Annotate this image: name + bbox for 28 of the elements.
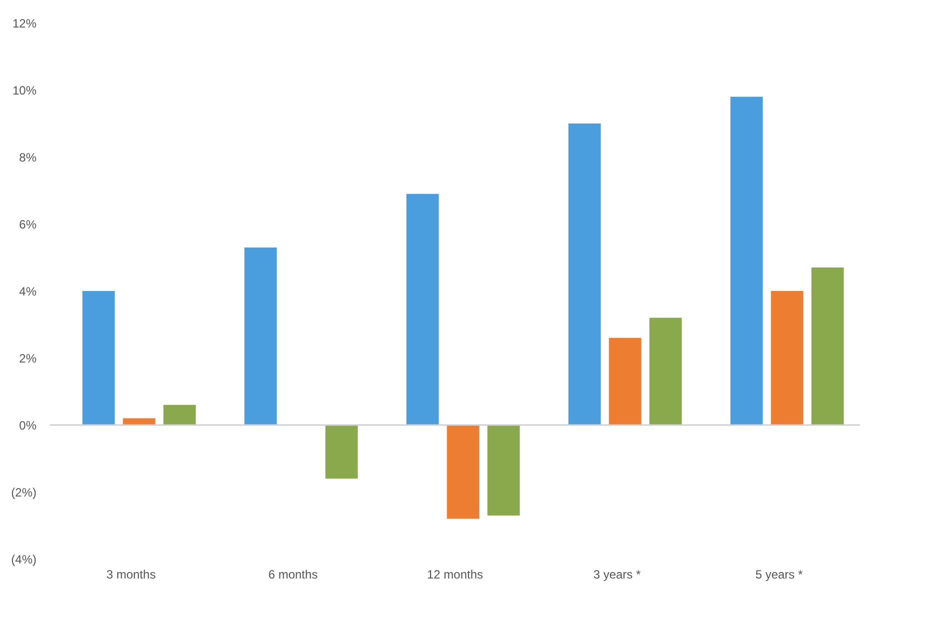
bar <box>811 268 844 425</box>
x-tick-label: 6 months <box>268 568 318 582</box>
x-tick-label: 3 months <box>106 568 156 582</box>
y-tick-label: 12% <box>12 16 37 30</box>
bar <box>122 418 156 425</box>
bar <box>82 291 115 425</box>
x-tick-label: 5 years * <box>755 568 804 582</box>
y-tick-label: 6% <box>19 218 37 232</box>
bar <box>446 425 480 519</box>
y-tick-label: (2%) <box>11 486 36 500</box>
y-tick-label: 0% <box>19 418 37 432</box>
y-tick-label: (4%) <box>11 552 36 566</box>
y-tick-label: 10% <box>12 84 37 98</box>
bar <box>163 404 196 425</box>
x-tick-label: 3 years * <box>593 568 642 582</box>
x-tick-label: 12 months <box>426 568 484 582</box>
bar <box>730 96 763 425</box>
bar <box>406 194 439 425</box>
y-tick-label: 4% <box>19 284 37 298</box>
bar <box>487 425 520 516</box>
bar <box>244 247 277 425</box>
y-tick-label: 2% <box>19 352 37 366</box>
bar <box>325 425 358 479</box>
bar <box>770 291 804 425</box>
bar <box>568 124 601 425</box>
y-tick-label: 8% <box>19 150 37 164</box>
bar <box>649 318 682 425</box>
bar <box>608 338 642 425</box>
